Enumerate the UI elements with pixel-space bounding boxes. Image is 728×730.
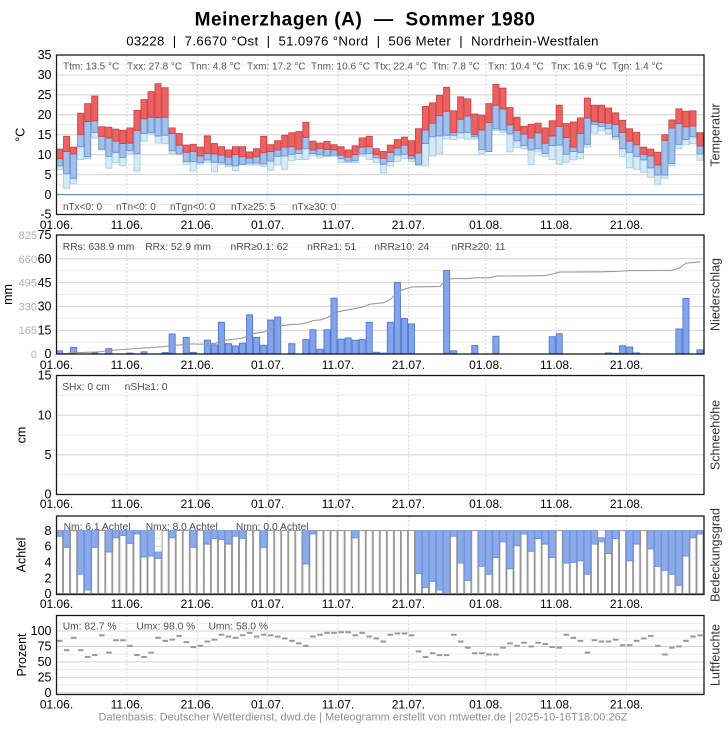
svg-text:Prozent: Prozent <box>15 633 29 677</box>
svg-text:11.08.: 11.08. <box>540 698 572 712</box>
svg-text:01.08.: 01.08. <box>469 358 502 372</box>
svg-text:50: 50 <box>38 655 52 669</box>
svg-text:11.06.: 11.06. <box>111 497 143 511</box>
svg-text:11.07.: 11.07. <box>322 218 354 232</box>
svg-text:01.06.: 01.06. <box>40 698 73 712</box>
svg-text:Datenbasis: Deutscher Wetterdi: Datenbasis: Deutscher Wetterdienst, dwd.… <box>99 712 628 724</box>
svg-text:11.07.: 11.07. <box>322 497 354 511</box>
svg-text:°C: °C <box>14 128 28 142</box>
svg-text:15: 15 <box>38 128 52 142</box>
svg-text:11.06.: 11.06. <box>111 218 143 232</box>
svg-text:mm: mm <box>1 284 15 305</box>
svg-text:21.08.: 21.08. <box>610 597 643 611</box>
svg-text:21.08.: 21.08. <box>610 698 643 712</box>
svg-text:45: 45 <box>38 276 52 290</box>
svg-text:21.06.: 21.06. <box>181 698 214 712</box>
svg-text:01.07.: 01.07. <box>251 597 284 611</box>
svg-text:60: 60 <box>38 252 52 266</box>
svg-text:35: 35 <box>38 48 52 62</box>
svg-text:21.06.: 21.06. <box>181 218 214 232</box>
svg-text:330: 330 <box>19 301 37 313</box>
svg-text:11.08.: 11.08. <box>540 497 572 511</box>
svg-text:01.07.: 01.07. <box>251 497 284 511</box>
svg-text:0: 0 <box>31 349 37 361</box>
svg-text:Bedeckungsgrad: Bedeckungsgrad <box>709 508 723 602</box>
svg-text:01.07.: 01.07. <box>251 358 284 372</box>
svg-text:25: 25 <box>38 88 52 102</box>
svg-text:11.06.: 11.06. <box>111 698 143 712</box>
svg-text:25: 25 <box>38 671 52 685</box>
svg-text:Schneehöhe: Schneehöhe <box>709 400 723 470</box>
svg-text:01.07.: 01.07. <box>251 698 284 712</box>
svg-text:21.07.: 21.07. <box>392 597 425 611</box>
svg-text:75: 75 <box>38 228 52 242</box>
svg-text:11.08.: 11.08. <box>540 218 572 232</box>
svg-text:11.07.: 11.07. <box>322 698 354 712</box>
svg-text:21.06.: 21.06. <box>181 358 214 372</box>
svg-text:01.06.: 01.06. <box>40 497 73 511</box>
svg-text:4: 4 <box>45 556 52 570</box>
svg-text:165: 165 <box>19 325 37 337</box>
svg-text:5: 5 <box>45 168 52 182</box>
svg-text:21.07.: 21.07. <box>392 497 425 511</box>
svg-text:21.06.: 21.06. <box>181 597 214 611</box>
svg-text:495: 495 <box>19 278 37 290</box>
svg-text:21.06.: 21.06. <box>181 497 214 511</box>
svg-text:10: 10 <box>38 148 52 162</box>
svg-text:11.08.: 11.08. <box>540 358 572 372</box>
svg-text:825: 825 <box>19 230 37 242</box>
svg-text:11.06.: 11.06. <box>111 358 143 372</box>
svg-text:10: 10 <box>38 408 52 422</box>
svg-text:15: 15 <box>38 323 52 337</box>
svg-text:Temperatur: Temperatur <box>709 103 723 166</box>
svg-text:cm: cm <box>15 427 29 444</box>
svg-text:30: 30 <box>38 300 52 314</box>
svg-text:5: 5 <box>45 448 52 462</box>
svg-text:01.08.: 01.08. <box>469 218 502 232</box>
svg-text:01.08.: 01.08. <box>469 497 502 511</box>
svg-text:Luftfeuchte: Luftfeuchte <box>709 624 723 686</box>
svg-text:21.07.: 21.07. <box>392 358 425 372</box>
svg-text:11.07.: 11.07. <box>322 358 354 372</box>
svg-text:100: 100 <box>31 624 52 638</box>
svg-text:03228 | 7.6670 °Ost | 51.0: 03228 | 7.6670 °Ost | 51.0976 °Nord | 50… <box>126 34 598 49</box>
svg-text:75: 75 <box>38 640 52 654</box>
svg-text:660: 660 <box>19 254 37 266</box>
svg-text:6: 6 <box>45 540 52 554</box>
svg-text:21.07.: 21.07. <box>392 218 425 232</box>
svg-text:11.06.: 11.06. <box>111 597 143 611</box>
svg-text:Meinerzhagen (A) — Sommer 19: Meinerzhagen (A) — Sommer 1980 <box>195 10 535 31</box>
svg-text:21.08.: 21.08. <box>610 358 643 372</box>
svg-text:11.07.: 11.07. <box>322 597 354 611</box>
svg-text:01.07.: 01.07. <box>251 218 284 232</box>
svg-text:01.08.: 01.08. <box>469 597 502 611</box>
svg-text:Um: 82.7 %Umx: 98.0 %Umn: 58.0: Um: 82.7 %Umx: 98.0 %Umn: 58.0 % <box>63 622 268 633</box>
svg-text:0: 0 <box>45 188 52 202</box>
svg-text:01.08.: 01.08. <box>469 698 502 712</box>
svg-text:21.08.: 21.08. <box>610 497 643 511</box>
svg-text:Achtel: Achtel <box>15 538 29 573</box>
svg-text:30: 30 <box>38 68 52 82</box>
svg-text:21.07.: 21.07. <box>392 698 425 712</box>
svg-text:8: 8 <box>45 524 52 538</box>
svg-text:21.08.: 21.08. <box>610 218 643 232</box>
svg-text:20: 20 <box>38 108 52 122</box>
svg-text:01.06.: 01.06. <box>40 597 73 611</box>
svg-text:2: 2 <box>45 571 52 585</box>
svg-text:Niederschlag: Niederschlag <box>709 258 723 331</box>
svg-text:11.08.: 11.08. <box>540 597 572 611</box>
svg-text:15: 15 <box>38 369 52 383</box>
